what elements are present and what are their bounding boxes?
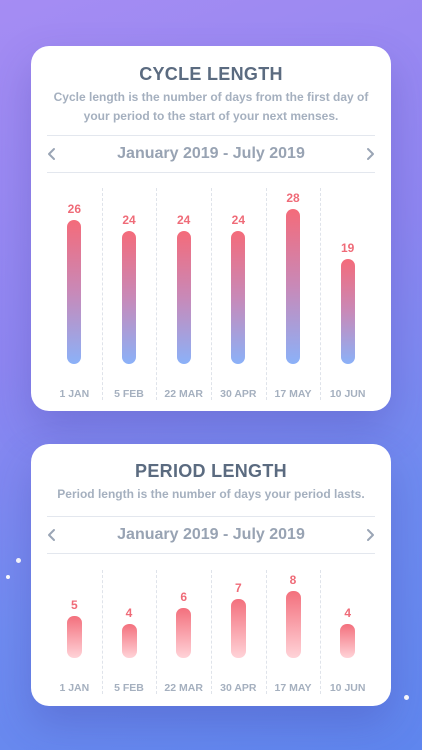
bar-value-label: 4 bbox=[125, 606, 133, 621]
divider bbox=[47, 172, 375, 173]
chevron-right-icon[interactable] bbox=[361, 145, 379, 163]
decor-dot bbox=[16, 558, 21, 563]
chart-bar bbox=[340, 258, 355, 364]
chart-bar bbox=[176, 607, 192, 658]
grid-line bbox=[156, 188, 158, 400]
grid-line bbox=[156, 570, 158, 694]
period-length-chart: 5 1 JAN 4 5 FEB 6 22 MAR 7 30 APR 8 17 MAY 4 10 JUN bbox=[47, 570, 375, 694]
x-tick-label: 1 JAN bbox=[59, 388, 90, 400]
bar-value-label: 4 bbox=[344, 606, 351, 621]
chart-bar bbox=[285, 590, 301, 658]
chevron-right-icon[interactable] bbox=[361, 526, 379, 544]
chart-bar bbox=[66, 616, 82, 658]
bar-value-label: 24 bbox=[122, 212, 136, 227]
grid-line bbox=[211, 188, 212, 400]
cycle-length-card: CYCLE LENGTH Cycle length is the number … bbox=[31, 46, 391, 411]
bar-value-label: 26 bbox=[67, 201, 81, 216]
grid-line bbox=[265, 188, 267, 400]
bar-value-label: 6 bbox=[180, 589, 187, 604]
period-length-title: PERIOD LENGTH bbox=[135, 461, 287, 481]
chart-bar bbox=[286, 208, 300, 364]
chart-bar bbox=[231, 230, 246, 364]
grid-line bbox=[320, 188, 322, 400]
chart-bar bbox=[67, 219, 82, 364]
bar-value-label: 8 bbox=[289, 572, 297, 587]
cycle-length-title: CYCLE LENGTH bbox=[139, 64, 283, 84]
divider bbox=[47, 135, 375, 136]
bar-value-label: 28 bbox=[286, 190, 300, 205]
cycle-length-description: Cycle length is the number of days from … bbox=[45, 88, 377, 126]
cycle-length-chart: 26 1 JAN 24 5 FEB 24 22 MAR 24 30 APR 28 17 MAY 19… bbox=[47, 188, 375, 400]
x-tick-label: 22 MAR bbox=[164, 682, 203, 694]
chevron-left-icon[interactable] bbox=[43, 526, 61, 544]
cycle-desc-line-2: your period to the start of your next me… bbox=[83, 109, 339, 123]
x-tick-label: 17 MAY bbox=[274, 388, 312, 400]
divider bbox=[47, 516, 375, 517]
period-desc-line-1: Period length is the number of days your… bbox=[57, 487, 365, 501]
chart-bar bbox=[340, 624, 356, 658]
x-tick-label: 17 MAY bbox=[274, 682, 312, 694]
x-tick-label: 10 JUN bbox=[329, 388, 366, 400]
decor-dot bbox=[6, 575, 10, 579]
period-length-card: PERIOD LENGTH Period length is the numbe… bbox=[31, 444, 391, 706]
grid-line bbox=[101, 570, 103, 694]
chart-bar bbox=[176, 230, 191, 364]
cycle-desc-line-1: Cycle length is the number of days from … bbox=[53, 90, 369, 104]
x-tick-label: 30 APR bbox=[220, 682, 257, 694]
chevron-left-icon[interactable] bbox=[43, 145, 61, 163]
decor-dot bbox=[404, 695, 409, 700]
bar-value-label: 24 bbox=[176, 212, 191, 227]
x-tick-label: 22 MAR bbox=[164, 388, 203, 400]
grid-line bbox=[265, 570, 267, 694]
x-tick-label: 1 JAN bbox=[59, 682, 90, 694]
chart-bar bbox=[230, 599, 246, 658]
chart-bar bbox=[122, 230, 136, 364]
period-date-range: January 2019 - July 2019 bbox=[117, 526, 305, 543]
cycle-date-range-nav: January 2019 - July 2019 bbox=[31, 136, 391, 172]
grid-line bbox=[101, 188, 103, 400]
bar-value-label: 5 bbox=[70, 598, 78, 612]
bar-value-label: 19 bbox=[340, 240, 355, 255]
divider bbox=[47, 553, 375, 554]
period-length-description: Period length is the number of days your… bbox=[45, 485, 377, 504]
x-tick-label: 30 APR bbox=[220, 388, 257, 400]
cycle-date-range: January 2019 - July 2019 bbox=[117, 145, 305, 162]
x-tick-label: 5 FEB bbox=[114, 388, 144, 400]
x-tick-label: 10 JUN bbox=[329, 682, 366, 694]
grid-line bbox=[211, 570, 212, 694]
chart-bar bbox=[121, 624, 137, 658]
bar-value-label: 24 bbox=[231, 212, 245, 227]
x-tick-label: 5 FEB bbox=[114, 682, 144, 694]
period-date-range-nav: January 2019 - July 2019 bbox=[31, 517, 391, 553]
grid-line bbox=[320, 570, 322, 694]
bar-value-label: 7 bbox=[234, 581, 242, 596]
